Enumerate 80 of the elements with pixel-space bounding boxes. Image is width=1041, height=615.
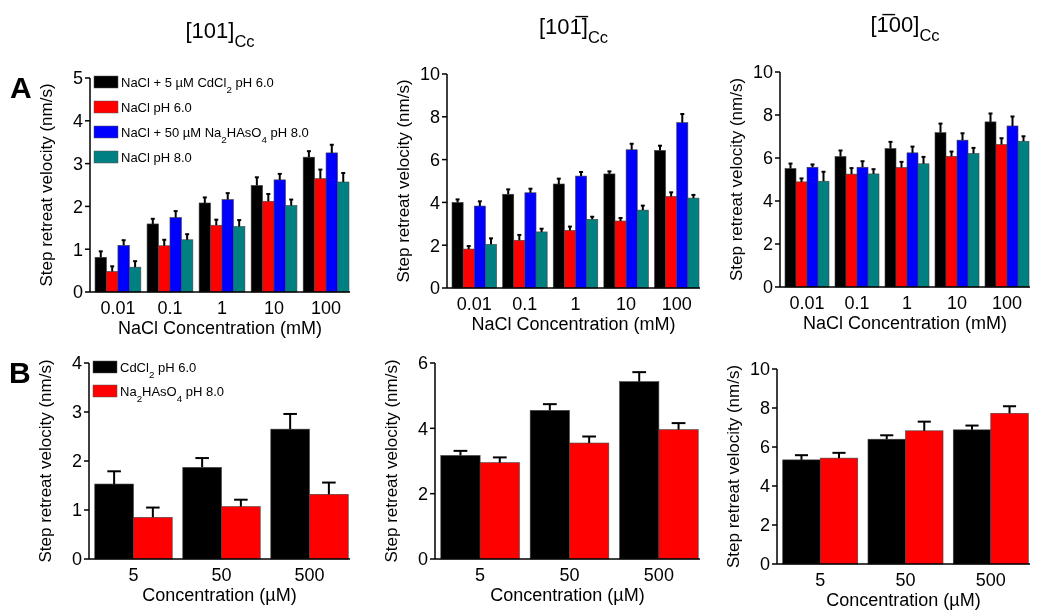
x-tick-label: 1 <box>901 293 913 313</box>
y-axis-title: Step retreat velocity (nm/s) <box>36 359 55 563</box>
y-tick-label: 10 <box>752 62 773 83</box>
x-axis-title: NaCl Concentration (mM) <box>117 318 323 338</box>
y-tick-label: 4 <box>72 111 83 132</box>
y-tick-label: 0 <box>759 554 770 575</box>
text: A <box>10 71 32 104</box>
y-tick-label: 0 <box>429 278 440 299</box>
y-tick-label: 8 <box>759 398 770 419</box>
y-tick-label: 2 <box>72 196 83 217</box>
x-axis-title: Concentration (µM) <box>142 585 297 605</box>
y-tick-label: 2 <box>429 235 440 256</box>
y-tick-label: 4 <box>759 476 770 497</box>
x-tick-label: 5 <box>815 570 826 590</box>
x-tick-label: 5 <box>475 565 486 585</box>
y-tick-label: 0 <box>72 282 83 303</box>
x-axis-title: NaCl Concentration (mM) <box>471 314 676 334</box>
x-tick-label: 100 <box>991 293 1023 313</box>
x-tick-label: 0.1 <box>157 298 183 318</box>
x-axis-title: Concentration (µM) <box>826 590 981 610</box>
x-tick-label: 10 <box>946 293 968 313</box>
legend-label: NaCl + 50 µM Na$_{2}$HAsO$_{4}$ pH 8.0 <box>121 125 309 145</box>
chart-title: [101̅]$_{Cc}$ <box>538 14 609 46</box>
y-axis-title: Step retreat velocity (nm/s) <box>382 359 401 563</box>
y-tick-label: 4 <box>417 418 428 439</box>
x-axis-title: NaCl Concentration (mM) <box>802 313 1008 333</box>
y-axis-title: Step retreat velocity (nm/s) <box>394 79 413 283</box>
x-tick-label: 0.1 <box>844 293 870 313</box>
x-tick-label: 5 <box>128 565 139 585</box>
x-tick-label: 100 <box>661 294 692 314</box>
x-tick-label: 0.01 <box>100 298 136 318</box>
x-tick-label: 500 <box>643 565 674 585</box>
y-tick-label: 6 <box>417 353 428 374</box>
y-tick-label: 1 <box>71 500 82 521</box>
x-tick-label: 50 <box>559 565 580 585</box>
y-axis-title: Step retreat velocity (nm/s) <box>727 77 746 282</box>
y-tick-label: 8 <box>429 107 440 128</box>
chart-title: [1̅00]$_{Cc}$ <box>870 12 940 44</box>
x-tick-label: 10 <box>264 298 285 318</box>
legend-label: CdCl$_{2}$ pH 6.0 <box>120 360 197 380</box>
legend-label: Na$_{2}$HAsO$_{4}$ pH 8.0 <box>120 384 225 404</box>
x-tick-label: 50 <box>895 570 916 590</box>
y-tick-label: 4 <box>762 191 773 212</box>
text: B <box>9 356 31 389</box>
y-tick-label: 2 <box>71 451 82 472</box>
y-tick-label: 6 <box>429 149 440 170</box>
y-tick-label: 6 <box>759 437 770 458</box>
y-tick-label: 4 <box>429 192 440 213</box>
x-tick-label: 500 <box>975 570 1006 590</box>
y-tick-label: 10 <box>419 64 440 85</box>
y-tick-label: 6 <box>762 148 773 169</box>
legend-label: NaCl pH 8.0 <box>121 150 192 165</box>
x-tick-label: 1 <box>216 298 228 318</box>
x-tick-label: 0.01 <box>456 294 492 314</box>
y-tick-label: 2 <box>762 234 773 255</box>
y-tick-label: 4 <box>71 353 82 374</box>
x-tick-label: 1 <box>570 294 581 314</box>
y-tick-label: 8 <box>762 105 773 126</box>
x-tick-label: 100 <box>311 298 342 318</box>
x-tick-label: 50 <box>211 565 232 585</box>
legend-label: NaCl + 5 µM CdCl$_{2}$ pH 6.0 <box>121 75 274 95</box>
y-tick-label: 0 <box>762 277 773 298</box>
x-tick-label: 500 <box>294 565 325 585</box>
y-axis-title: Step retreat velocity (nm/s) <box>724 364 743 569</box>
chart-title: [101]$_{Cc}$ <box>185 18 255 50</box>
x-tick-label: 10 <box>616 294 637 314</box>
y-tick-label: 2 <box>759 515 770 536</box>
y-tick-label: 1 <box>72 239 83 260</box>
y-tick-label: 5 <box>72 68 83 89</box>
y-tick-label: 2 <box>417 483 428 504</box>
y-tick-label: 3 <box>72 153 83 174</box>
y-axis-title: Step retreat velocity (nm/s) <box>37 83 56 287</box>
y-tick-label: 0 <box>71 549 82 570</box>
x-axis-title: Concentration (µM) <box>490 585 645 605</box>
legend-label: NaCl pH 6.0 <box>121 100 192 115</box>
y-tick-label: 3 <box>71 402 82 423</box>
y-tick-label: 0 <box>417 549 428 570</box>
x-tick-label: 0.01 <box>789 293 825 313</box>
y-tick-label: 10 <box>749 359 770 380</box>
x-tick-label: 0.1 <box>512 294 538 314</box>
